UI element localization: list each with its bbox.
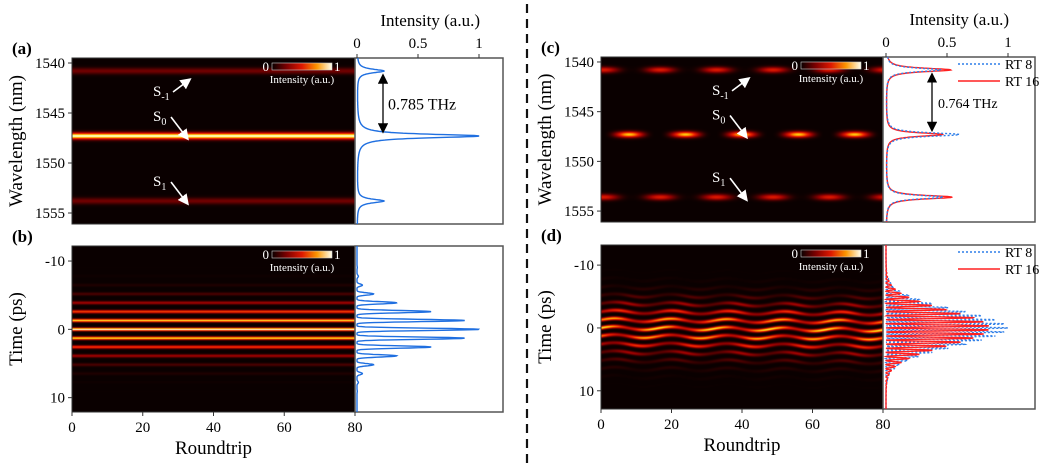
top-tick-label: 1 [475, 36, 483, 52]
series-line-rt16 [883, 245, 989, 409]
mode-arrow [170, 181, 189, 206]
mode-label-subscript: 1 [161, 182, 166, 193]
side-plot-frame [354, 57, 504, 225]
mode-arrow [729, 115, 748, 140]
spacing-label: 0.785 THz [388, 97, 456, 114]
colorbar-label: Intensity (a.u.) [270, 74, 335, 86]
colorbar [271, 250, 333, 259]
top-tick-label: 0 [882, 35, 890, 51]
x-tick-label: 40 [735, 417, 750, 433]
y-tick-label: 1545 [35, 106, 65, 122]
y-tick-label: 1555 [35, 206, 65, 222]
spectrum-line [356, 58, 480, 224]
top-tick-label: 1 [1004, 35, 1012, 51]
colorbar-label: Intensity (a.u.) [799, 73, 864, 85]
top-axis-label: Intensity (a.u.) [909, 10, 1009, 29]
colorbar-label: Intensity (a.u.) [270, 262, 335, 274]
mode-label-subscript: -1 [161, 92, 169, 103]
mode-label: S-1 [712, 83, 729, 102]
x-tick-label: 80 [348, 420, 363, 436]
side-plot-frame [882, 244, 1036, 410]
y-axis-label: Time (ps) [535, 290, 556, 364]
mode-arrow [172, 78, 192, 93]
colorbar-max-label: 1 [863, 58, 870, 73]
colorbar [800, 249, 862, 258]
y-tick-label: -10 [574, 258, 594, 274]
x-tick-label: 20 [135, 420, 150, 436]
mode-label: S1 [153, 174, 166, 193]
colorbar-max-label: 1 [334, 247, 341, 262]
y-tick-label: 0 [58, 322, 66, 338]
temporal-profile-line [356, 246, 481, 412]
heatmap-b [72, 246, 355, 412]
y-axis-label: Wavelength (nm) [6, 75, 27, 207]
y-tick-label: 1550 [564, 154, 594, 170]
legend-label: RT 8 [1005, 246, 1032, 261]
x-tick-label: 40 [206, 420, 221, 436]
legend-label: RT 8 [1005, 58, 1032, 73]
y-tick-label: -10 [45, 254, 65, 270]
top-axis-label: Intensity (a.u.) [380, 11, 480, 30]
top-tick-label: 0 [353, 36, 361, 52]
x-tick-label: 0 [68, 420, 76, 436]
x-axis-label: Roundtrip [175, 438, 252, 459]
mode-arrow [729, 177, 748, 202]
panel-label: (c) [541, 38, 560, 57]
x-axis-label: Roundtrip [703, 435, 780, 456]
y-tick-label: 10 [50, 391, 65, 407]
y-axis-label: Wavelength (nm) [535, 74, 556, 206]
y-axis-label: Time (ps) [6, 292, 27, 366]
x-tick-label: 0 [597, 417, 605, 433]
colorbar-label: Intensity (a.u.) [799, 261, 864, 273]
mode-label: S0 [712, 108, 725, 127]
mode-arrow [170, 116, 189, 141]
colorbar-min-label: 0 [263, 59, 270, 74]
mode-label-subscript: -1 [720, 91, 728, 102]
y-tick-label: 1540 [35, 56, 65, 72]
panel-label: (b) [12, 227, 33, 246]
panel-label: (a) [12, 39, 32, 58]
x-tick-label: 80 [876, 417, 891, 433]
side-plot-frame [882, 56, 1036, 223]
mode-label-subscript: 1 [720, 178, 725, 189]
y-tick-label: 0 [587, 321, 595, 337]
legend-label: RT 16 [1005, 263, 1039, 278]
mode-label-subscript: 0 [720, 116, 725, 127]
panel-label: (d) [541, 226, 562, 245]
legend-label: RT 16 [1005, 75, 1039, 90]
x-tick-label: 60 [277, 420, 292, 436]
y-tick-label: 1540 [564, 55, 594, 71]
mode-label: S1 [712, 170, 725, 189]
top-tick-label: 0.5 [938, 35, 957, 51]
spacing-label: 0.764 THz [938, 97, 998, 112]
y-tick-label: 1545 [564, 105, 594, 121]
side-plot-frame [354, 245, 504, 413]
colorbar-min-label: 0 [263, 247, 270, 262]
colorbar-min-label: 0 [792, 58, 799, 73]
y-tick-label: 1555 [564, 204, 594, 220]
x-tick-label: 60 [805, 417, 820, 433]
mode-arrow [731, 77, 751, 92]
y-tick-label: 1550 [35, 156, 65, 172]
colorbar [800, 61, 862, 70]
colorbar-max-label: 1 [334, 59, 341, 74]
colorbar-min-label: 0 [792, 246, 799, 261]
y-tick-label: 10 [579, 384, 594, 400]
mode-label: S-1 [153, 84, 170, 103]
x-tick-label: 20 [664, 417, 679, 433]
series-line-rt8 [885, 56, 962, 222]
top-tick-label: 0.5 [409, 36, 428, 52]
panel-d: (d) -10 0 10 Time (ps) 0 20 40 60 80 Roundtrip 0 1In… [535, 226, 1039, 456]
heatmap-d [601, 245, 883, 409]
mode-label: S0 [153, 109, 166, 128]
mode-label-subscript: 0 [161, 117, 166, 128]
colorbar-max-label: 1 [863, 246, 870, 261]
colorbar [271, 62, 333, 71]
heatmap-a [72, 58, 355, 224]
